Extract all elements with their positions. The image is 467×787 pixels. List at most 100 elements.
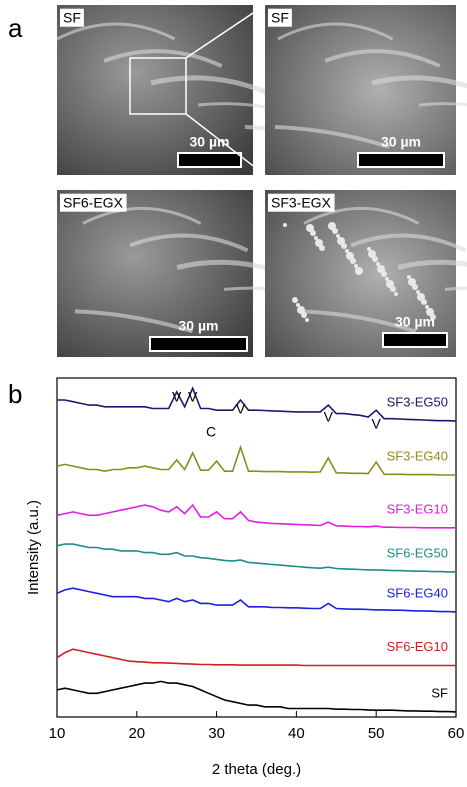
legend-label: SF3-EG10: [387, 501, 448, 516]
sem-texture: [277, 22, 394, 41]
sem-particle: [296, 303, 300, 307]
series-line: [56, 648, 456, 667]
scale-bar: [382, 332, 448, 348]
series-line: [56, 543, 456, 573]
sem-particle: [336, 234, 340, 238]
zoom-box: [129, 57, 187, 115]
scale-bar-label: 30 µm: [179, 318, 219, 334]
sem-particle: [283, 223, 287, 227]
sem-particle: [368, 250, 376, 258]
image-label: SF: [63, 10, 81, 26]
sem-particle: [386, 280, 394, 288]
panel-label: a: [8, 13, 23, 43]
sem-texture: [300, 309, 417, 334]
sem-particle: [337, 237, 345, 245]
plot-frame: [56, 377, 457, 718]
peak-annotation: V: [372, 416, 382, 432]
series-line: [56, 444, 456, 476]
sem-texture: [56, 22, 176, 41]
legend-label: SF3-EG40: [387, 448, 448, 463]
x-tick-label: 30: [208, 725, 225, 742]
sem-particle: [377, 265, 385, 273]
sem-texture: [303, 206, 420, 225]
sem-particle: [417, 293, 425, 301]
scale-bar-label: 30 µm: [395, 314, 435, 330]
sem-particle: [385, 277, 389, 281]
sem-particle: [314, 236, 318, 240]
sem-texture: [82, 206, 202, 225]
sem-texture: [444, 286, 467, 291]
peak-annotation: V: [324, 409, 334, 425]
image-label: SF6-EGX: [63, 195, 124, 211]
scale-bar: [149, 336, 248, 352]
x-tick-label: 10: [49, 725, 66, 742]
sem-particle: [394, 292, 398, 296]
legend-label: SF: [431, 685, 448, 700]
sem-texture: [397, 259, 467, 270]
series-line: [56, 503, 456, 529]
sem-particle: [355, 267, 363, 275]
peak-annotation: V: [172, 389, 182, 405]
series-line: [56, 587, 457, 613]
x-tick-label: 60: [448, 725, 465, 742]
label-box: [268, 8, 292, 27]
sem-texture: [150, 75, 270, 96]
sem-particle: [328, 222, 336, 230]
legend-label: SF6-EG50: [387, 545, 448, 560]
y-axis-label: Intensity (a.u.): [25, 500, 42, 595]
x-tick-label: 50: [368, 725, 385, 742]
sem-image: [57, 5, 253, 175]
sem-particle: [407, 275, 411, 279]
sem-particle: [408, 278, 416, 286]
panel-label: b: [8, 379, 22, 409]
image-label: SF3-EGX: [271, 195, 332, 211]
sem-image: [265, 5, 456, 175]
sem-texture: [418, 102, 467, 107]
sem-particle: [367, 247, 371, 251]
legend-label: SF6-EG40: [387, 585, 448, 600]
peak-annotation: C: [206, 424, 216, 440]
sem-particle: [416, 290, 420, 294]
peak-annotation: V: [188, 389, 198, 405]
x-tick-label: 20: [128, 725, 145, 742]
label-box: [60, 193, 127, 212]
sem-particle: [346, 252, 354, 260]
legend-label: SF3-EG50: [387, 394, 448, 409]
sem-particle: [426, 308, 434, 316]
sem-texture: [350, 233, 467, 253]
x-tick-label: 40: [288, 725, 305, 742]
sem-texture: [74, 309, 194, 334]
sem-particle: [297, 306, 305, 314]
sem-particle: [305, 318, 309, 322]
sem-texture: [129, 233, 249, 253]
scale-bar-label: 30 µm: [190, 134, 230, 150]
label-box: [268, 193, 335, 212]
sem-texture: [103, 49, 223, 68]
sem-particle: [315, 239, 323, 247]
zoom-line: [185, 113, 266, 176]
peak-annotation: V: [236, 401, 246, 417]
legend-label: SF6-EG10: [387, 639, 448, 654]
sem-particle: [376, 262, 380, 266]
image-label: SF: [271, 10, 289, 26]
sem-texture: [324, 49, 441, 68]
sem-images: SF 30 µm SF 30 µm SF6-EGX 30 µm SF3-EGX 30 µm: [56, 4, 467, 357]
xrd-chart: 10 20 30 40 50 60 2 theta (deg.) Intensity (a.u…: [25, 377, 465, 778]
x-axis-label: 2 theta (deg.): [212, 761, 301, 778]
sem-texture: [274, 125, 391, 149]
sem-particle: [292, 297, 298, 303]
sem-texture: [371, 75, 467, 89]
series-line: [56, 680, 457, 713]
sem-particle: [354, 264, 358, 268]
label-box: [60, 8, 84, 27]
series-line: [57, 386, 457, 422]
sem-particle: [425, 305, 429, 309]
sem-particle: [345, 249, 349, 253]
scale-bar: [177, 152, 242, 168]
sem-particle: [306, 224, 314, 232]
scale-bar-label: 30 µm: [381, 134, 421, 150]
scale-bar: [357, 152, 445, 168]
sem-image: [57, 190, 253, 357]
